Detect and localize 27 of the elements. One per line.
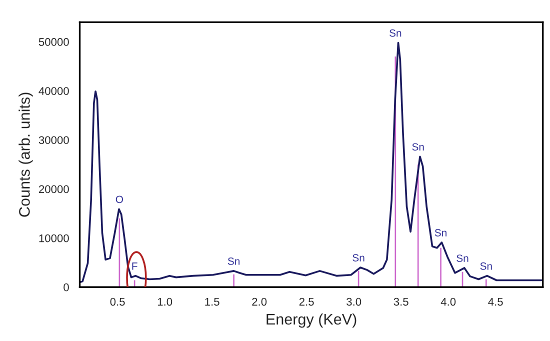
y-tick-label: 40000 xyxy=(38,87,69,95)
line-series xyxy=(80,42,543,284)
annotation: Sn xyxy=(456,254,468,262)
annotation: Sn xyxy=(390,29,402,37)
x-tick-label: 0.5 xyxy=(110,298,125,306)
annotation: Sn xyxy=(480,262,492,270)
x-tick-label: 3.5 xyxy=(394,298,408,306)
x-tick-label: 1.5 xyxy=(205,298,220,306)
y-axis-title: Counts (arb. units) xyxy=(18,92,33,217)
x-tick-label: 3.0 xyxy=(346,298,362,306)
x-tick-label: 1.0 xyxy=(158,298,172,306)
y-tick-label: 30000 xyxy=(38,136,69,144)
x-tick-label: 2.0 xyxy=(252,298,267,306)
x-tick-label: 4.5 xyxy=(488,298,503,306)
y-tick-label: 20000 xyxy=(39,185,69,194)
y-tick-label: 0 xyxy=(64,283,69,292)
x-tick-label: 4.0 xyxy=(440,298,456,306)
annotation: O xyxy=(116,196,123,204)
annotation: Sn xyxy=(352,254,364,262)
y-tick-label: 10000 xyxy=(39,234,69,242)
y-tick-label: 50000 xyxy=(38,38,69,46)
annotation: F xyxy=(132,262,138,270)
x-tick-label: 2.5 xyxy=(299,298,314,306)
x-axis-title: Energy (KeV) xyxy=(266,313,356,328)
annotation: Sn xyxy=(228,258,240,265)
annotation: Sn xyxy=(434,229,446,236)
annotation: Sn xyxy=(412,143,424,151)
